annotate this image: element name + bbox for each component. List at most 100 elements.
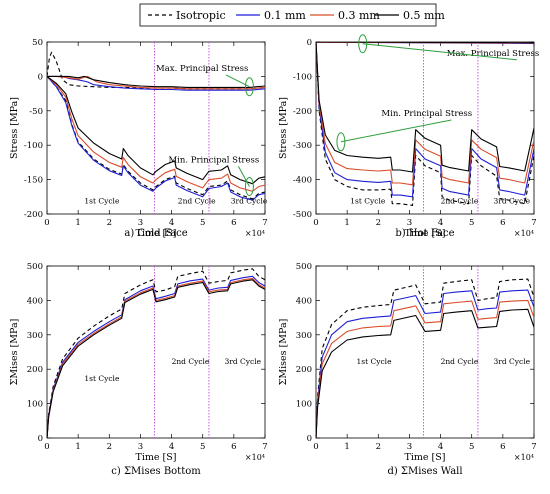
series-line-mm01 <box>47 275 265 438</box>
y-tick-label: 500 <box>27 262 43 272</box>
cycle-label: 2nd Cycle <box>441 357 479 366</box>
x-tick-label: 4 <box>169 442 174 452</box>
x-tick-label: 0 <box>313 218 318 228</box>
x-tick-label: 5 <box>469 442 474 452</box>
cycle-label: 2nd Cycle <box>172 357 210 366</box>
x-tick-label: 0 <box>313 442 318 452</box>
series-line-mm05 <box>47 75 265 88</box>
legend-label-03mm: 0.3 mm <box>338 9 380 22</box>
y-tick-label: 500 <box>296 262 312 272</box>
y-tick-label: 300 <box>27 331 43 341</box>
y-tick-label: -200 <box>293 107 312 117</box>
cycle-label: 3rd Cycle <box>225 357 262 366</box>
series-line-mm03 <box>316 42 534 186</box>
x-tick-label: 4 <box>438 442 443 452</box>
y-tick-label: 300 <box>296 331 312 341</box>
x-tick-label: 7 <box>531 218 536 228</box>
y-axis-label: ΣMises [MPa] <box>9 319 20 386</box>
y-tick-label: 0 <box>307 38 312 48</box>
chart-hot-face: -500 -400 -300 -200 -100 0 0 1 2 3 4 5 6 7×10⁴ Time [S… <box>278 34 539 239</box>
x-tick-label: 6 <box>500 218 505 228</box>
cycle-label: 1st Cycle <box>84 374 120 383</box>
x-tick-label: 1 <box>75 218 80 228</box>
legend-label-01mm: 0.1 mm <box>264 9 306 22</box>
x-tick-label: 5 <box>200 218 205 228</box>
y-axis-label: ΣMises [MPa] <box>278 319 289 386</box>
y-tick-label: 100 <box>27 400 43 410</box>
y-tick-label: -150 <box>24 176 43 186</box>
y-tick-label: -200 <box>24 210 43 220</box>
x-tick-label: 6 <box>231 218 236 228</box>
legend: Isotropic 0.1 mm 0.3 mm 0.5 mm <box>139 3 445 27</box>
chart-caption: b) Hot Face <box>395 228 454 239</box>
y-tick-label: 400 <box>27 296 43 306</box>
x-tick-label: 7 <box>262 218 267 228</box>
x-tick-label: 1 <box>344 442 349 452</box>
x-axis-exponent: ×10⁴ <box>245 229 265 238</box>
cycle-label: 2nd Cycle <box>441 197 479 206</box>
y-tick-label: -300 <box>293 141 312 151</box>
x-tick-label: 6 <box>500 442 505 452</box>
x-tick-label: 3 <box>407 442 412 452</box>
y-tick-label: -50 <box>29 107 43 117</box>
y-tick-label: -100 <box>293 72 312 82</box>
x-tick-label: 3 <box>138 218 143 228</box>
x-axis-exponent: ×10⁴ <box>245 453 265 462</box>
series-line-mm05 <box>316 42 534 44</box>
x-tick-label: 2 <box>107 442 112 452</box>
y-tick-label: -100 <box>24 141 43 151</box>
legend-item-05mm: 0.5 mm <box>375 9 445 22</box>
plot-area <box>315 41 535 215</box>
x-tick-label: 6 <box>231 442 236 452</box>
plot-series-group <box>47 266 265 438</box>
legend-item-isotropic: Isotropic <box>148 9 226 22</box>
x-tick-label: 0 <box>44 218 49 228</box>
legend-item-03mm: 0.3 mm <box>310 9 380 22</box>
series-line-mm05 <box>316 308 534 438</box>
annotation-arrow <box>362 43 517 61</box>
cycle-label: 1st Cycle <box>350 197 386 206</box>
annotation-arrow <box>238 166 250 187</box>
x-tick-label: 5 <box>200 442 205 452</box>
y-tick-label: 0 <box>38 434 43 444</box>
annotation-label: Min. Principal Stress <box>168 155 259 165</box>
x-tick-label: 2 <box>107 218 112 228</box>
legend-box <box>139 3 437 27</box>
x-tick-label: 4 <box>169 218 174 228</box>
annotation-ellipse <box>244 176 254 196</box>
x-tick-label: 3 <box>407 218 412 228</box>
y-tick-label: 50 <box>32 38 43 48</box>
chart-mises-bottom: 0 100 200 300 400 500 0 1 2 3 4 5 6 7×10⁴ Time [S] ΣMis… <box>9 262 268 477</box>
x-tick-label: 1 <box>344 218 349 228</box>
plot-area <box>46 265 266 439</box>
chart-cold-face: -200 -150 -100 -50 0 50 0 1 2 3 4 5 6 7×10⁴ Time [S] St… <box>9 38 268 239</box>
x-tick-label: 3 <box>138 442 143 452</box>
y-tick-label: 200 <box>296 365 312 375</box>
series-line-mm05 <box>316 42 534 173</box>
cycle-label: 1st Cycle <box>84 197 120 206</box>
x-tick-label: 5 <box>469 218 474 228</box>
y-tick-label: 200 <box>27 365 43 375</box>
x-axis-label: Time [S] <box>405 228 446 239</box>
series-line-mm01 <box>316 289 534 438</box>
x-axis-exponent: ×10⁴ <box>514 453 534 462</box>
x-axis-exponent: ×10⁴ <box>514 229 534 238</box>
series-line-isotropic <box>47 76 265 200</box>
x-axis-label: Time [S] <box>405 452 446 463</box>
series-line-isotropic <box>316 278 534 438</box>
annotation-label: Max. Principal Stress <box>156 64 248 74</box>
cycle-label: 3rd Cycle <box>231 197 268 206</box>
series-line-mm03 <box>47 75 265 90</box>
series-line-isotropic <box>47 268 265 438</box>
plot-series-group <box>316 266 534 438</box>
cycle-label: 3rd Cycle <box>494 197 531 206</box>
chart-caption: a) Cold Face <box>124 228 187 239</box>
x-tick-label: 0 <box>44 442 49 452</box>
cycle-label: 2nd Cycle <box>178 197 216 206</box>
series-line-mm05 <box>47 75 265 185</box>
x-tick-label: 7 <box>262 442 267 452</box>
annotation-ellipse <box>358 34 368 54</box>
plot-series-group <box>47 42 265 214</box>
y-axis-label: Stress [MPa] <box>9 97 20 159</box>
